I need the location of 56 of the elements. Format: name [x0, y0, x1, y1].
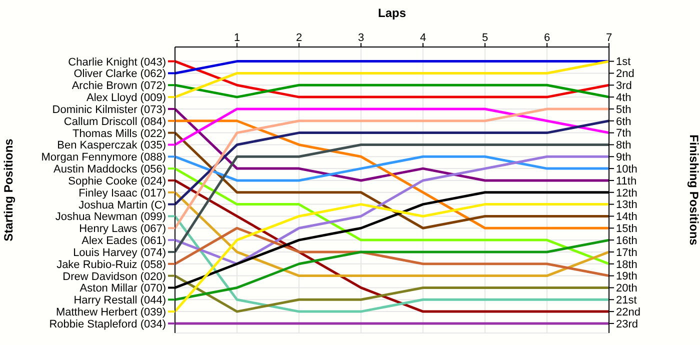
legend-label: Louis Harvey (074) [73, 246, 166, 259]
y-tick-label: 14th [616, 211, 638, 224]
y-tick-label: 2nd [616, 68, 634, 80]
legend-label: Oliver Clarke (062) [74, 68, 166, 80]
y-tick-label: 11th [616, 175, 637, 188]
legend-label: Sophie Cooke (024) [68, 175, 166, 188]
y-axis-title: Finishing Positions [686, 134, 700, 246]
y-tick-label: 1st [616, 56, 631, 68]
y-tick-label: 17th [616, 246, 638, 259]
legend-label: Finley Isaac (017) [78, 187, 166, 200]
y-tick-label: 4th [616, 92, 632, 104]
legend-label: Robbie Stapleford (034) [49, 318, 166, 330]
y-tick-label: 15th [616, 223, 638, 236]
y-tick-label: 19th [616, 270, 638, 283]
legend-label: Dominic Kilmister (073) [52, 104, 166, 116]
legend-label: Ben Kasperczak (035) [57, 140, 166, 152]
legend-label: Henry Laws (067) [79, 223, 166, 236]
y-tick-label: 7th [616, 128, 632, 140]
x-tick-label: 6 [544, 32, 550, 44]
y-tick-label: 20th [616, 282, 638, 295]
y-tick-label: 12th [616, 187, 638, 200]
x-tick-label: 1 [234, 32, 240, 44]
y-tick-label: 6th [616, 116, 632, 128]
legend-label: Alex Eades (061) [82, 235, 166, 248]
y-tick-label: 18th [616, 258, 638, 271]
legend-label: Charlie Knight (043) [68, 56, 166, 68]
legend-label: Thomas Mills (022) [72, 128, 166, 140]
legend-title: Starting Positions [1, 138, 16, 242]
legend-label: Drew Davidson (020) [62, 270, 166, 283]
legend-label: Joshua Newman (099) [55, 211, 166, 224]
y-tick-label: 10th [616, 163, 638, 176]
x-axis-title: Laps [378, 6, 406, 20]
y-tick-label: 22nd [616, 306, 640, 318]
y-tick-label: 9th [616, 152, 632, 164]
legend-label: Joshua Martin (C) [78, 199, 166, 212]
legend-label: Morgan Fennymore (088) [41, 152, 166, 164]
y-tick-label: 21st [616, 294, 637, 307]
y-tick-label: 5th [616, 104, 632, 116]
legend-label: Aston Millar (070) [80, 282, 166, 295]
y-tick-label: 8th [616, 140, 632, 152]
legend-label: Austin Maddocks (056) [54, 164, 166, 176]
x-tick-label: 5 [482, 32, 488, 44]
x-tick-label: 7 [606, 32, 612, 44]
legend-label: Jake Rubio-Ruiz (058) [56, 258, 166, 271]
x-tick-label: 2 [296, 32, 302, 44]
legend-label: Archie Brown (072) [72, 80, 166, 92]
legend-label: Matthew Herbert (039) [56, 306, 166, 319]
legend-label: Alex Lloyd (009) [86, 92, 166, 104]
x-tick-label: 4 [420, 32, 426, 44]
legend-label: Harry Restall (044) [74, 294, 166, 307]
y-tick-label: 13th [616, 199, 638, 212]
y-tick-label: 16th [616, 234, 638, 247]
y-tick-label: 23rd [616, 318, 638, 330]
y-tick-label: 3rd [616, 80, 632, 92]
x-tick-label: 3 [358, 32, 364, 44]
legend-label: Callum Driscoll (084) [64, 116, 166, 128]
